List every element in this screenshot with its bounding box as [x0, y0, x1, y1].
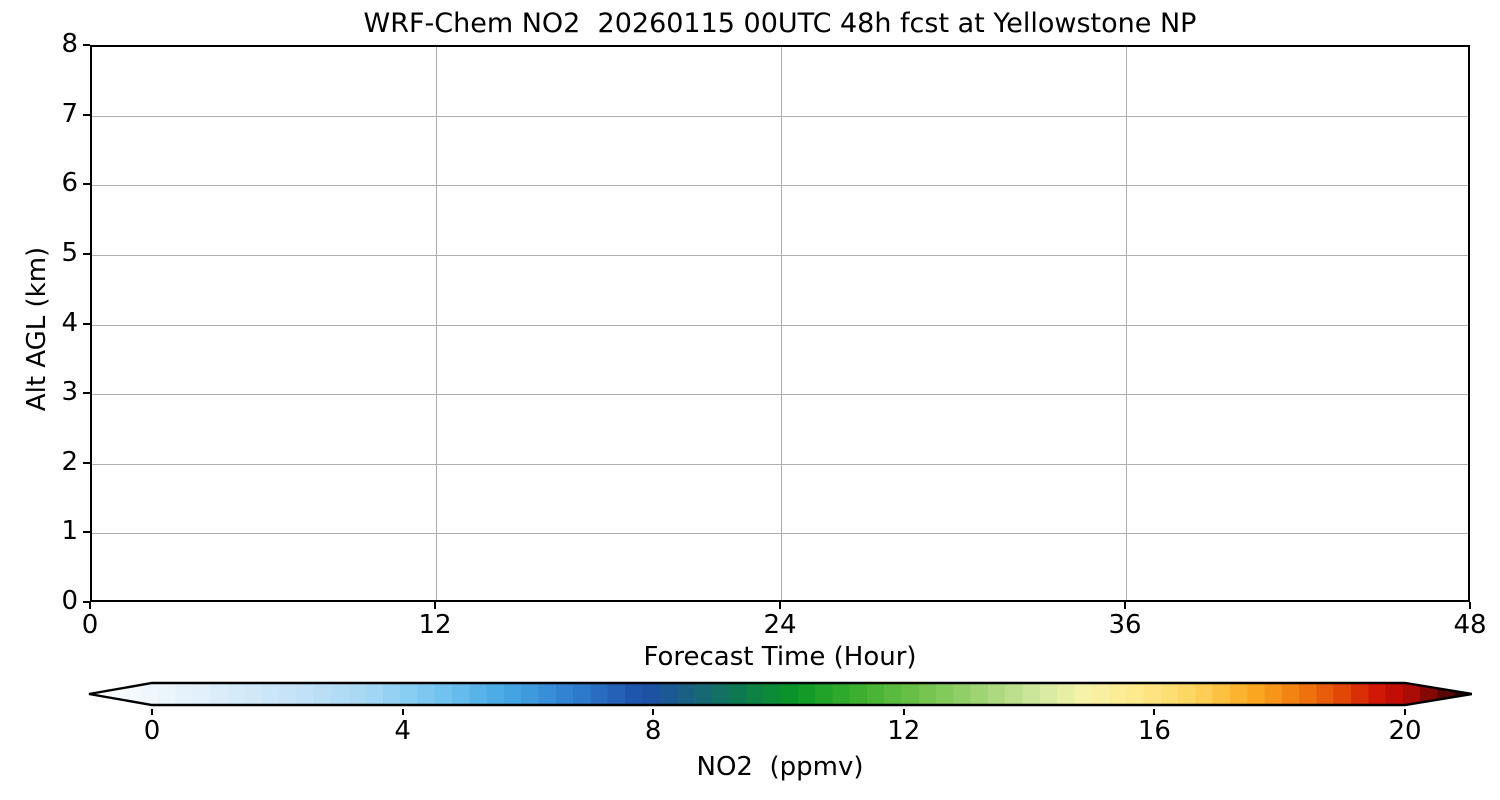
y-tick-label: 8	[61, 29, 78, 59]
colorbar-gradient	[88, 681, 1472, 707]
y-tick-mark	[83, 392, 90, 395]
y-tick-label: 6	[61, 168, 78, 199]
y-tick-mark	[83, 252, 90, 255]
y-tick-mark	[83, 531, 90, 534]
colorbar-tick-mark	[401, 709, 404, 715]
y-tick-label: 0	[61, 586, 78, 616]
x-tick-mark	[1124, 602, 1126, 609]
colorbar-tick-label: 20	[1388, 716, 1422, 746]
y-axis-label: Alt AGL (km)	[22, 246, 52, 412]
colorbar-label: NO2 (ppmv)	[696, 752, 864, 782]
y-tick-mark	[83, 461, 90, 464]
x-tick-label: 36	[1108, 610, 1142, 640]
colorbar-tick-mark	[151, 709, 153, 715]
y-tick-mark	[83, 44, 90, 46]
y-tick-mark	[83, 183, 90, 186]
x-tick-label: 48	[1453, 610, 1487, 640]
colorbar-tick-label: 4	[394, 716, 411, 746]
y-tick-label: 5	[61, 237, 78, 268]
x-tick-label: 12	[418, 610, 452, 640]
colorbar-tick-mark	[652, 709, 655, 715]
colorbar-tick-mark	[902, 709, 905, 715]
y-tick-label: 7	[61, 98, 78, 129]
colorbar-tick-mark	[1153, 709, 1156, 715]
x-tick-mark	[1469, 602, 1471, 609]
y-tick-label: 4	[61, 307, 78, 338]
x-tick-mark	[434, 602, 436, 609]
y-tick-mark	[83, 322, 90, 325]
x-tick-mark	[89, 602, 91, 609]
x-tick-label: 0	[81, 610, 99, 640]
colorbar-tick-label: 0	[143, 716, 161, 746]
colorbar[interactable]	[88, 679, 1472, 709]
page-title: WRF-Chem NO2 20260115 00UTC 48h fcst at …	[363, 8, 1197, 39]
y-tick-label: 1	[61, 516, 78, 547]
y-tick-label: 2	[61, 446, 78, 477]
colorbar-tick-mark	[1404, 709, 1406, 715]
y-tick-mark	[83, 113, 90, 116]
colorbar-tick-label: 8	[644, 716, 662, 746]
colorbar-tick-label: 12	[887, 716, 921, 746]
x-axis-label: Forecast Time (Hour)	[643, 642, 917, 672]
x-tick-mark	[779, 602, 781, 609]
plot-axes[interactable]	[90, 45, 1470, 602]
x-tick-label: 24	[763, 610, 797, 640]
y-tick-label: 3	[61, 377, 78, 408]
data-layer	[92, 47, 1468, 600]
colorbar-tick-label: 16	[1137, 716, 1171, 746]
y-tick-mark	[83, 601, 90, 603]
